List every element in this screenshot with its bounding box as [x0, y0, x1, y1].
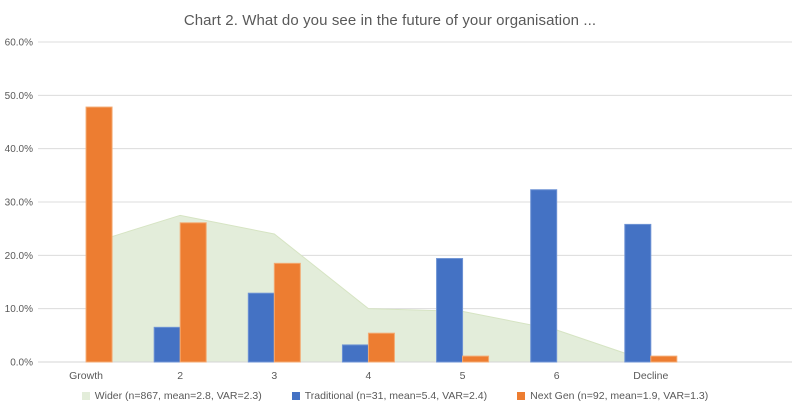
x-category-label: 2: [177, 370, 183, 382]
chart-title: Chart 2. What do you see in the future o…: [183, 12, 597, 29]
x-category-label: Decline: [633, 370, 668, 382]
legend: Wider (n=867, mean=2.8, VAR=2.3) Traditio…: [0, 390, 790, 402]
legend-swatch-icon: [291, 392, 300, 400]
bar-traditional-decline: [624, 223, 652, 363]
bar-traditional-6: [530, 189, 558, 363]
bar-traditional-3: [247, 292, 275, 363]
y-tick-label: 50.0%: [5, 91, 33, 102]
legend-item: Traditional (n=31, mean=5.4, VAR=2.4): [291, 390, 488, 402]
bar-next-4: [367, 332, 395, 363]
bar-next-5: [462, 355, 490, 363]
y-tick-label: 40.0%: [5, 144, 33, 155]
bar-next-3: [273, 262, 301, 363]
x-category-label: 6: [554, 370, 560, 382]
x-category-label: 5: [460, 370, 466, 382]
bar-next-2: [179, 222, 207, 363]
y-tick-label: 0.0%: [10, 358, 33, 369]
bar-next-decline: [650, 355, 678, 363]
legend-swatch-icon: [81, 392, 90, 400]
bar-traditional-2: [153, 326, 181, 363]
legend-item: Next Gen (n=92, mean=1.9, VAR=1.3): [517, 390, 708, 402]
y-tick-label: 20.0%: [5, 251, 33, 262]
y-tick-label: 30.0%: [5, 198, 33, 209]
legend-swatch-icon: [517, 392, 526, 400]
bar-traditional-4: [341, 344, 369, 363]
legend-label: Next Gen (n=92, mean=1.9, VAR=1.3): [530, 390, 709, 402]
y-tick-label: 60.0%: [5, 38, 33, 49]
bar-next-growth: [85, 106, 113, 363]
x-category-label: Growth: [69, 370, 103, 382]
x-category-label: 3: [271, 370, 277, 382]
legend-label: Traditional (n=31, mean=5.4, VAR=2.4): [304, 390, 488, 402]
y-tick-label: 10.0%: [5, 304, 33, 315]
area-series-wider: [86, 215, 651, 362]
legend-item: Wider (n=867, mean=2.8, VAR=2.3): [81, 390, 262, 402]
bar-traditional-5: [436, 258, 464, 363]
x-category-label: 4: [366, 370, 372, 382]
legend-label: Wider (n=867, mean=2.8, VAR=2.3): [94, 390, 262, 402]
